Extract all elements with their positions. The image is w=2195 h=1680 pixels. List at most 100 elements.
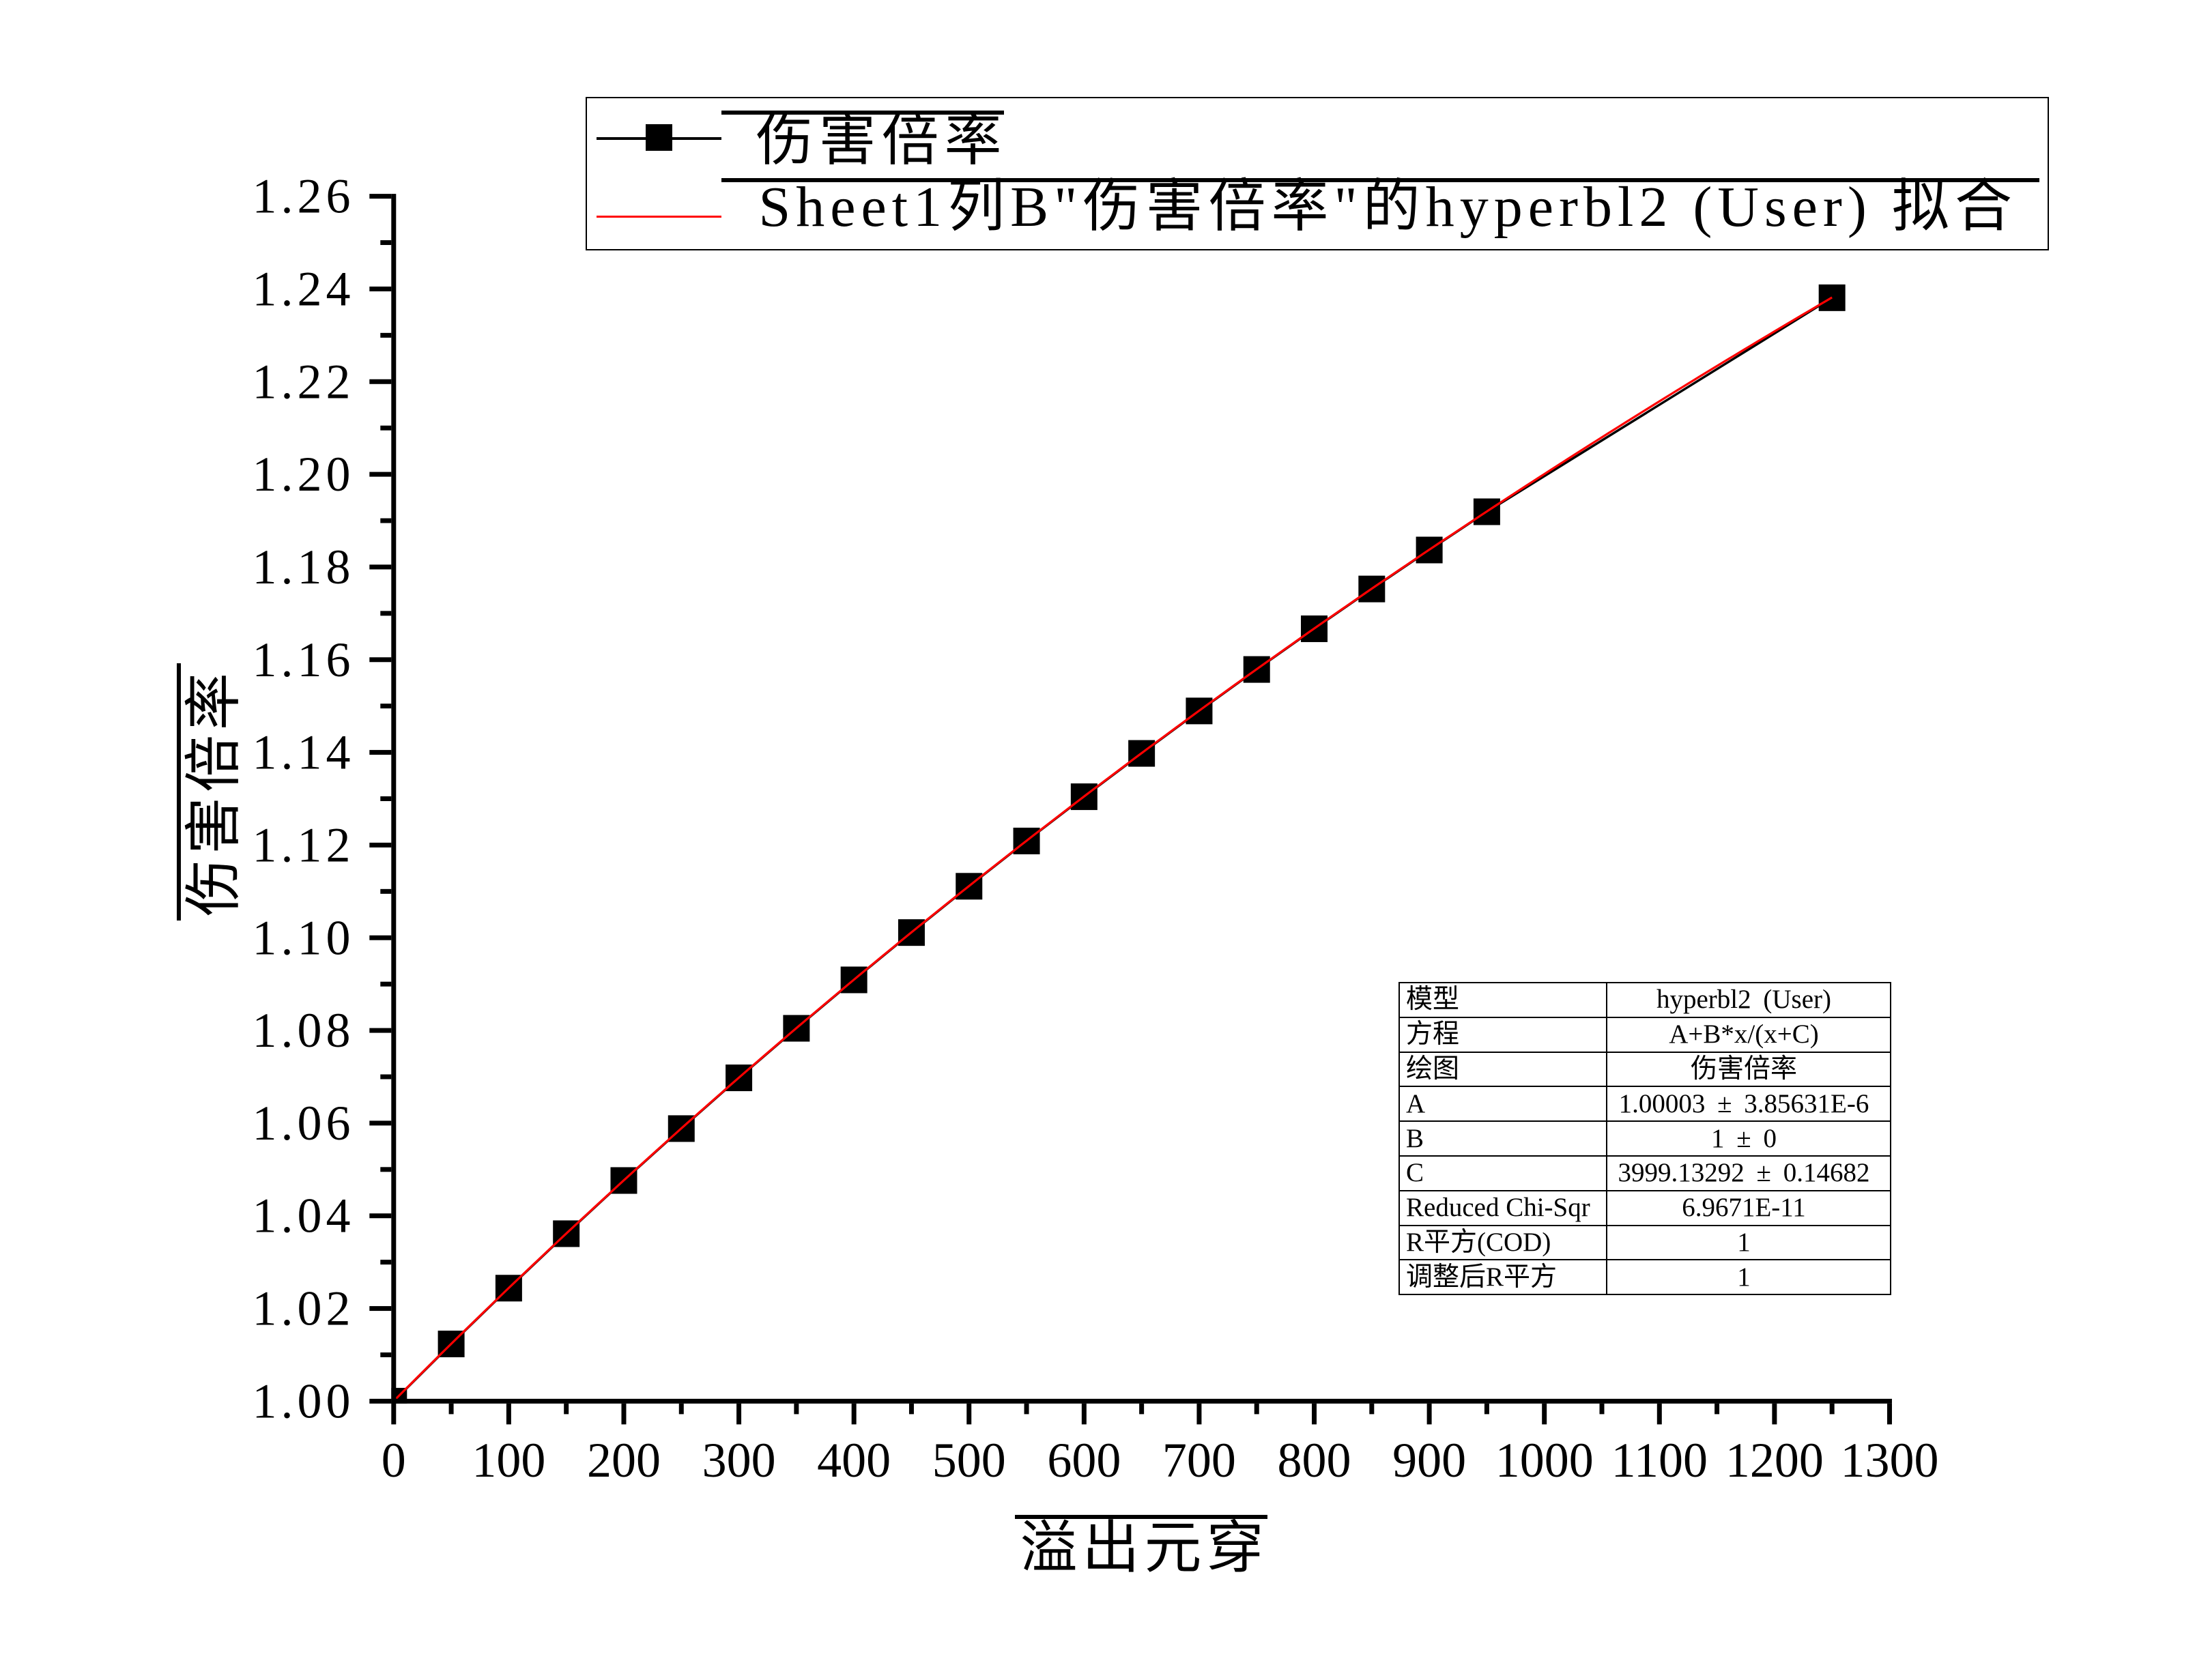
x-major-tick [506, 1403, 511, 1425]
x-tick-label: 800 [1278, 1433, 1351, 1488]
y-axis-title: 伤害倍率 [183, 667, 246, 916]
y-major-tick [369, 1028, 392, 1033]
y-axis-line [391, 194, 397, 1404]
x-major-tick [1312, 1403, 1317, 1425]
stats-label: B [1398, 1120, 1607, 1157]
stats-row: 方程 A+B*x/(x+C) [1398, 1016, 1891, 1053]
x-major-tick [621, 1403, 627, 1425]
stats-value: 1 [1606, 1224, 1891, 1261]
x-tick-label: 1300 [1840, 1433, 1938, 1488]
y-tick-label: 1.18 [253, 540, 355, 594]
x-tick-label: 1000 [1495, 1433, 1594, 1488]
x-tick-label: 1200 [1725, 1433, 1824, 1488]
x-major-tick [851, 1403, 857, 1425]
stats-value: 6.9671E-11 [1606, 1189, 1891, 1226]
x-minor-tick [1484, 1403, 1489, 1415]
stats-value: hyperbl2 (User) [1606, 982, 1891, 1018]
y-minor-tick [380, 425, 392, 431]
y-minor-tick [380, 704, 392, 709]
y-major-tick [369, 286, 392, 291]
stats-row: 模型 hyperbl2 (User) [1398, 982, 1891, 1018]
y-major-tick [369, 657, 392, 663]
y-minor-tick [380, 1352, 392, 1357]
stats-value: A+B*x/(x+C) [1606, 1016, 1891, 1053]
x-major-tick [1656, 1403, 1662, 1425]
x-minor-tick [1254, 1403, 1259, 1415]
x-major-tick [966, 1403, 972, 1425]
y-tick-label: 1.06 [253, 1096, 355, 1150]
stats-row: 调整后R平方 1 [1398, 1259, 1891, 1296]
y-major-tick [369, 1306, 392, 1312]
y-major-tick [369, 842, 392, 848]
stats-label: R平方(COD) [1398, 1224, 1607, 1261]
y-major-tick [369, 1120, 392, 1126]
y-major-tick [369, 750, 392, 755]
x-tick-label: 600 [1047, 1433, 1121, 1488]
y-tick-label: 1.08 [253, 1003, 355, 1058]
x-minor-tick [1369, 1403, 1375, 1415]
legend-fit-overline [721, 177, 2039, 182]
y-tick-label: 1.20 [253, 447, 355, 502]
legend-series-label: 伤害倍率 [756, 108, 1007, 173]
y-axis-title-block: 伤害倍率 [182, 667, 433, 918]
y-tick-label: 1.22 [253, 354, 355, 409]
y-tick-label: 1.14 [253, 725, 355, 780]
legend-series-overline [721, 111, 1004, 115]
x-tick-label: 700 [1162, 1433, 1236, 1488]
stats-value: 1 ± 0 [1606, 1120, 1891, 1157]
x-major-tick [1886, 1403, 1892, 1425]
x-tick-label: 900 [1392, 1433, 1466, 1488]
stats-label: 模型 [1398, 982, 1607, 1018]
stats-label: 调整后R平方 [1398, 1259, 1607, 1296]
x-minor-tick [1139, 1403, 1145, 1415]
x-major-tick [1542, 1403, 1547, 1425]
x-major-tick [1196, 1403, 1202, 1425]
stats-row: C 3999.13292 ± 0.14682 [1398, 1155, 1891, 1191]
x-tick-label: 300 [702, 1433, 776, 1488]
y-minor-tick [380, 1074, 392, 1080]
fit-stats-table: 模型 hyperbl2 (User) 方程 A+B*x/(x+C) 绘图 伤害倍率 A 1.0… [1398, 982, 1891, 1296]
x-minor-tick [908, 1403, 914, 1415]
x-minor-tick [794, 1403, 799, 1415]
stats-row: R平方(COD) 1 [1398, 1224, 1891, 1261]
y-major-tick [369, 194, 392, 199]
y-major-tick [369, 472, 392, 477]
series-layer [391, 284, 1846, 1404]
y-tick-label: 1.00 [253, 1374, 355, 1428]
stats-value: 3999.13292 ± 0.14682 [1606, 1155, 1891, 1191]
x-tick-label: 0 [382, 1433, 406, 1488]
y-tick-label: 1.12 [253, 817, 355, 872]
x-minor-tick [1715, 1403, 1720, 1415]
y-tick-label: 1.16 [253, 633, 355, 687]
y-major-tick [369, 379, 392, 384]
stats-row: Reduced Chi-Sqr 6.9671E-11 [1398, 1189, 1891, 1226]
x-tick-label: 1100 [1611, 1433, 1708, 1488]
y-minor-tick [380, 888, 392, 894]
y-tick-label: 1.04 [253, 1189, 355, 1243]
stats-label: A [1398, 1086, 1607, 1123]
y-major-tick [369, 1398, 392, 1404]
legend-box: 伤害倍率 Sheet1列B"伤害倍率"的hyperbl2 (User) 拟合 [586, 97, 2049, 250]
y-minor-tick [380, 332, 392, 338]
x-axis-line [391, 1398, 1892, 1404]
x-tick-label: 100 [472, 1433, 545, 1488]
fit-line [392, 296, 1833, 1402]
x-tick-label: 400 [817, 1433, 891, 1488]
x-minor-tick [678, 1403, 684, 1415]
y-minor-tick [380, 981, 392, 987]
stats-value: 伤害倍率 [1606, 1051, 1891, 1088]
stats-row: A 1.00003 ± 3.85631E-6 [1398, 1086, 1891, 1123]
x-major-tick [1772, 1403, 1777, 1425]
y-major-tick [369, 1213, 392, 1219]
stats-label: 方程 [1398, 1016, 1607, 1053]
y-major-tick [369, 564, 392, 570]
x-minor-tick [448, 1403, 454, 1415]
x-major-tick [1081, 1403, 1087, 1425]
x-major-tick [1426, 1403, 1432, 1425]
y-major-tick [369, 935, 392, 940]
y-minor-tick [380, 1167, 392, 1172]
y-tick-label: 1.26 [253, 169, 355, 224]
y-minor-tick [380, 611, 392, 616]
